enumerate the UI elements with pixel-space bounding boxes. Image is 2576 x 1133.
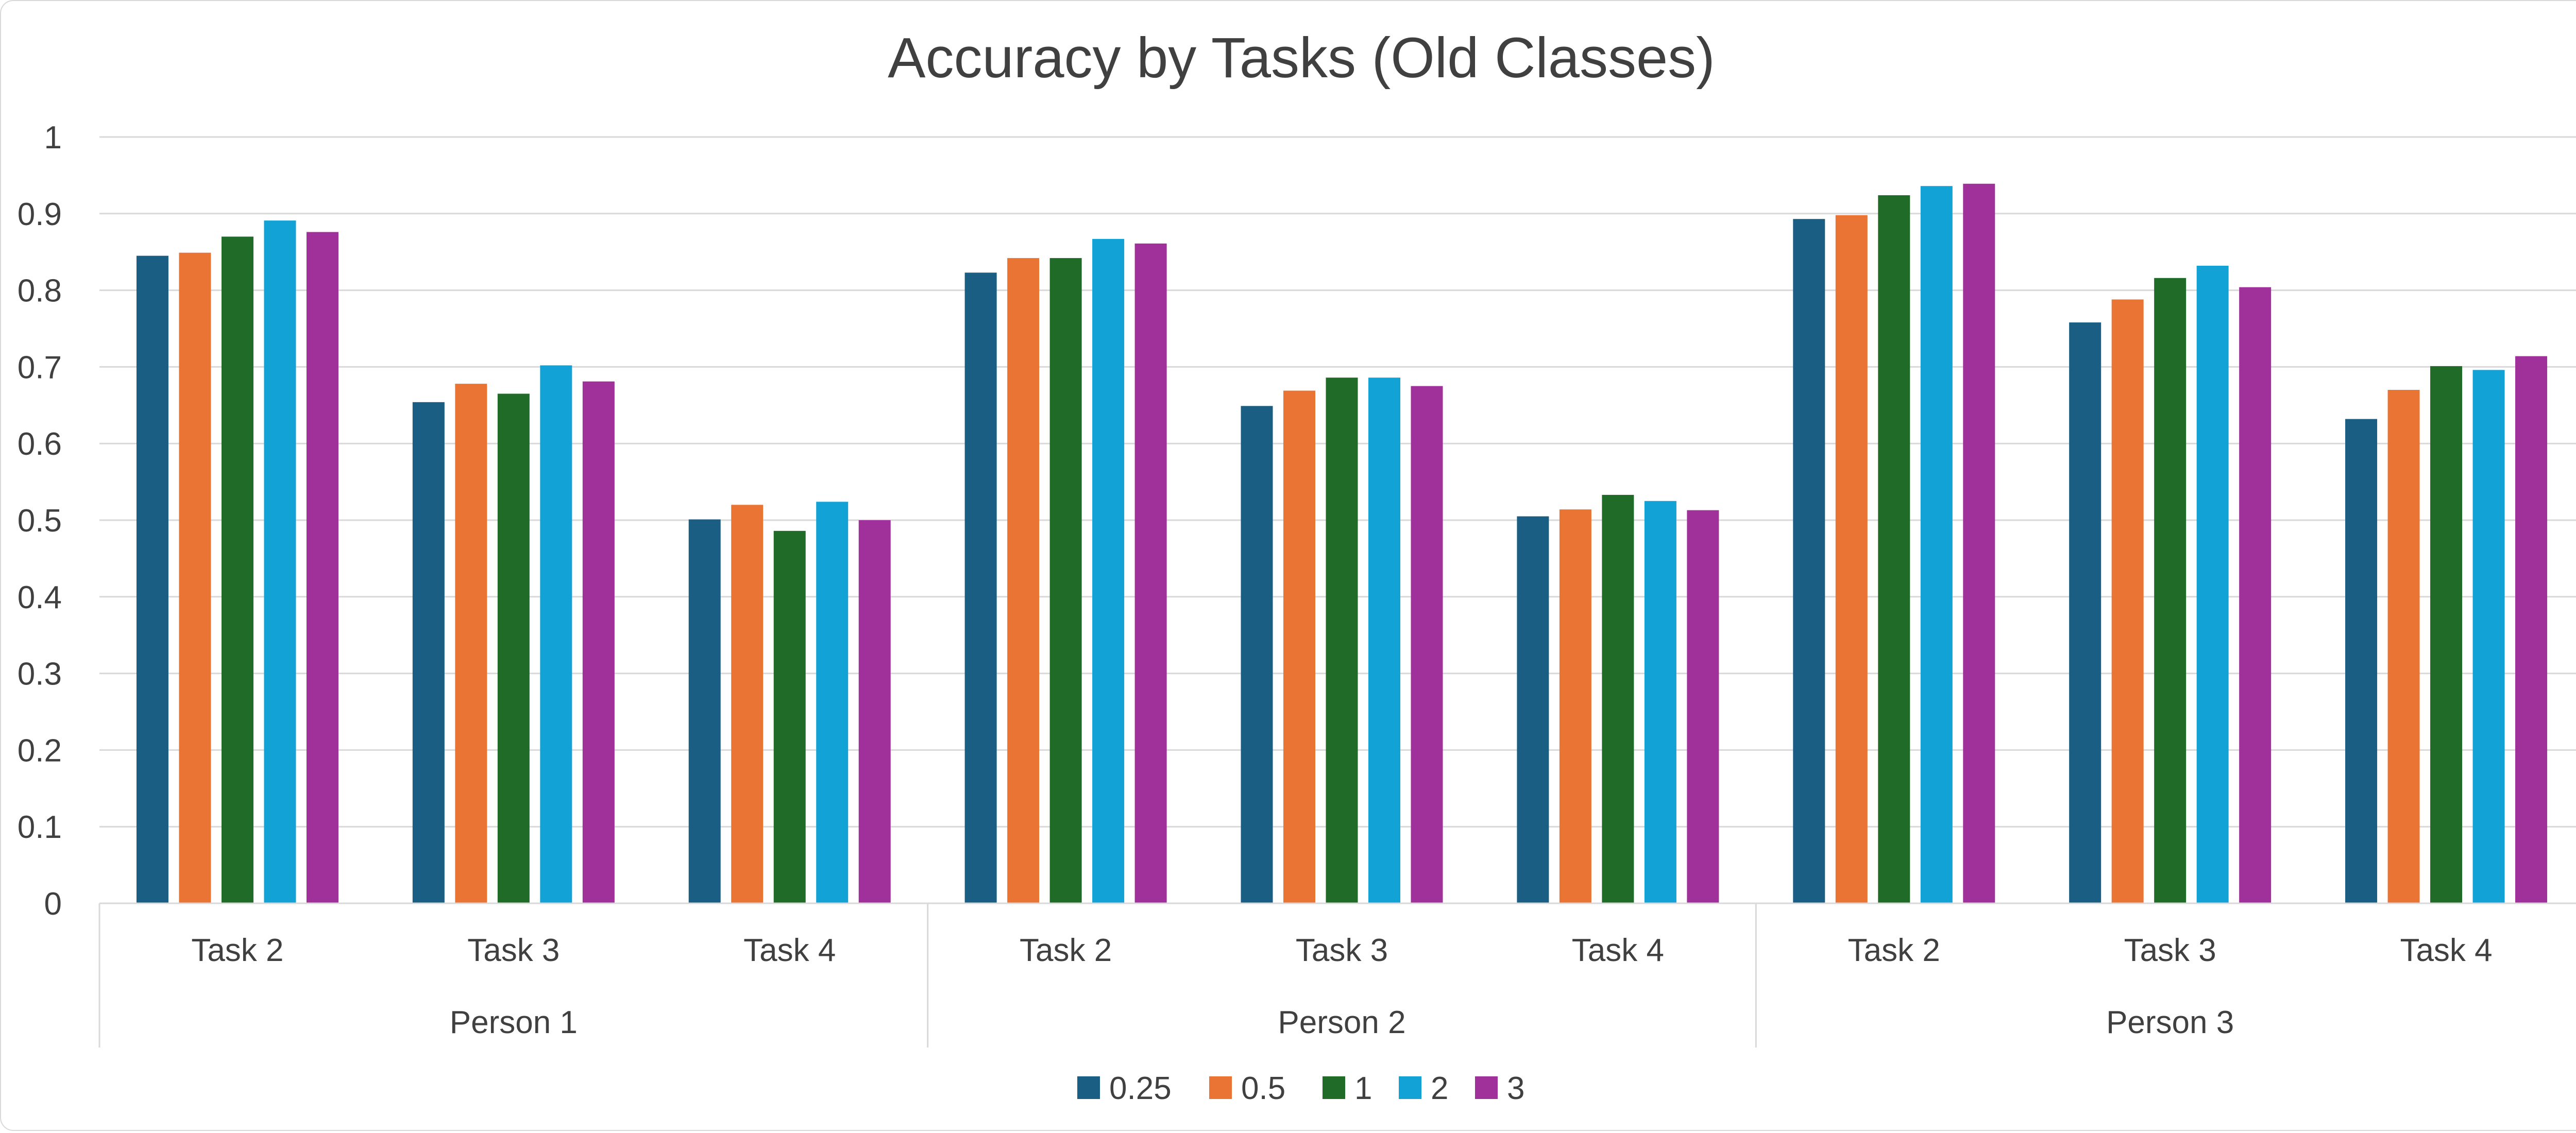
- x-tick-label: Task 2: [1020, 933, 1112, 968]
- legend-swatch-0.25: [1077, 1076, 1100, 1099]
- legend-swatch-3: [1475, 1076, 1498, 1099]
- legend-label: 2: [1431, 1071, 1448, 1106]
- bar-2-5: [1368, 377, 1400, 903]
- legend-swatch-1: [1323, 1076, 1345, 1099]
- bar-1-8: [2154, 278, 2187, 903]
- x-tick-label: Task 4: [2400, 933, 2492, 968]
- x-tick-label: Task 3: [1296, 933, 1388, 968]
- legend-label: 0.25: [1109, 1071, 1172, 1106]
- bar-0.5-3: [731, 505, 764, 903]
- bar-3-1: [306, 232, 338, 904]
- y-tick-label: 0.4: [18, 580, 62, 615]
- bar-2-4: [1092, 238, 1125, 903]
- bar-0.5-8: [2111, 299, 2144, 903]
- bar-3-8: [2239, 287, 2272, 904]
- bar-3-4: [1134, 243, 1167, 903]
- x-tick-label: Task 3: [2124, 933, 2216, 968]
- bar-2-7: [1920, 186, 1953, 904]
- bar-0.5-2: [455, 384, 487, 903]
- bar-1-1: [221, 236, 253, 904]
- bar-0.5-5: [1283, 390, 1315, 903]
- bar-1-3: [773, 530, 806, 903]
- bar-0.25-2: [412, 402, 445, 903]
- bar-0.25-7: [1793, 219, 1825, 903]
- y-tick-label: 0.8: [18, 273, 62, 309]
- y-tick-label: 0.5: [18, 503, 62, 539]
- bar-0.25-3: [688, 519, 721, 903]
- group-label: Person 3: [2106, 1005, 2234, 1040]
- bar-0.25-8: [2069, 322, 2102, 904]
- y-axis: 0 0.1 0.2 0.3 0.4 0.5 0.6 0.7 0.8 0.9 1: [18, 120, 62, 922]
- y-tick-label: 0.7: [18, 350, 62, 385]
- x-tick-label: Task 3: [467, 933, 560, 968]
- bar-2-8: [2196, 265, 2229, 903]
- bar-0.5-6: [1559, 509, 1591, 903]
- bar-2-3: [816, 502, 849, 903]
- legend-label: 0.5: [1241, 1071, 1285, 1106]
- bar-2-9: [2472, 370, 2505, 903]
- bars: [136, 183, 2548, 904]
- y-tick-label: 0: [44, 886, 62, 922]
- x-tick-label: Task 4: [1572, 933, 1664, 968]
- bar-1-2: [497, 393, 530, 903]
- y-tick-label: 0.3: [18, 657, 62, 692]
- bar-2-1: [264, 220, 296, 903]
- bar-3-2: [582, 381, 615, 903]
- legend-label: 1: [1354, 1071, 1372, 1106]
- y-tick-label: 0.1: [18, 810, 62, 845]
- legend-swatch-0.5: [1209, 1076, 1232, 1099]
- y-tick-label: 0.9: [18, 197, 62, 232]
- bar-3-3: [858, 520, 891, 903]
- bar-1-7: [1878, 195, 1910, 903]
- bar-2-6: [1644, 501, 1676, 903]
- y-tick-label: 0.2: [18, 733, 62, 768]
- bar-1-6: [1602, 494, 1634, 903]
- bar-0.5-7: [1835, 215, 1868, 903]
- group-label: Person 1: [450, 1005, 578, 1040]
- group-label: Person 2: [1278, 1005, 1405, 1040]
- bar-0.25-6: [1517, 516, 1549, 903]
- x-tick-label: Task 2: [191, 933, 283, 968]
- x-tick-label: Task 2: [1848, 933, 1940, 968]
- bar-0.5-4: [1007, 258, 1040, 903]
- legend: 0.25 0.5 1 2 3: [1077, 1071, 1524, 1106]
- x-tick-label: Task 4: [743, 933, 836, 968]
- legend-swatch-2: [1399, 1076, 1421, 1099]
- bar-0.25-9: [2345, 419, 2378, 903]
- x-axis: Task 2 Task 3 Task 4 Task 2 Task 3 Task 4 Task…: [98, 902, 2576, 1048]
- bar-1-5: [1326, 377, 1358, 903]
- bar-3-5: [1411, 386, 1443, 903]
- bar-3-7: [1963, 183, 1995, 903]
- bar-0.25-4: [964, 272, 997, 903]
- bar-3-6: [1687, 510, 1719, 903]
- bar-3-9: [2515, 356, 2548, 903]
- bar-2-2: [540, 365, 572, 903]
- bar-0.5-1: [179, 252, 211, 903]
- bar-1-4: [1049, 258, 1082, 903]
- y-tick-label: 1: [44, 120, 62, 156]
- bar-0.25-5: [1241, 406, 1273, 903]
- y-tick-label: 0.6: [18, 426, 62, 462]
- legend-label: 3: [1507, 1071, 1524, 1106]
- bar-1-9: [2430, 366, 2463, 903]
- bar-0.5-9: [2387, 390, 2420, 903]
- bar-0.25-1: [136, 255, 168, 903]
- chart-title: Accuracy by Tasks (Old Classes): [888, 26, 1715, 90]
